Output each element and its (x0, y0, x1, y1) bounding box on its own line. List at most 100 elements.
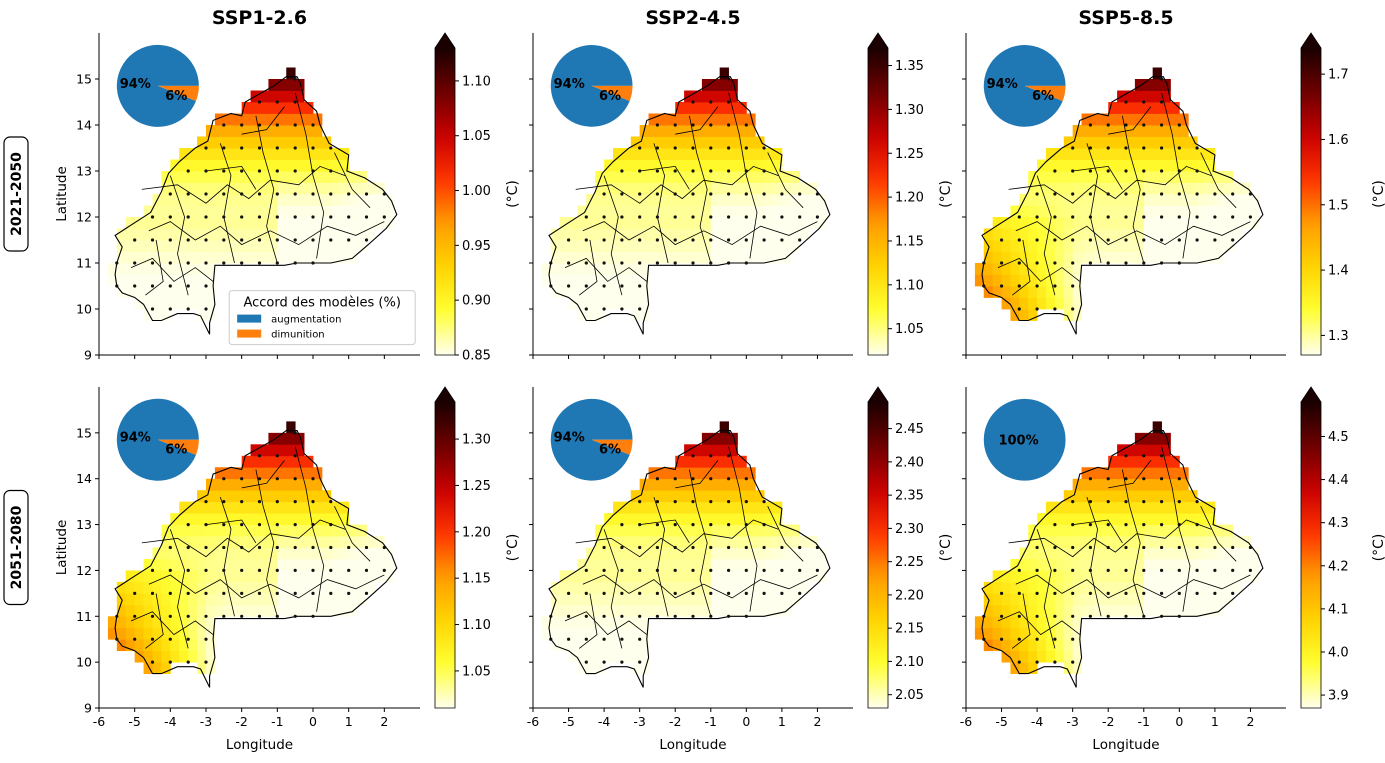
stipple-dot (1053, 614, 1057, 618)
pie-slice-augmentation (983, 398, 1066, 481)
grid-cell (1054, 593, 1065, 606)
grid-cell (1046, 286, 1056, 298)
grid-cell (568, 570, 578, 583)
grid-cell (206, 182, 216, 195)
grid-cell (808, 536, 818, 548)
grid-cell (241, 194, 251, 206)
grid-cell (1046, 205, 1056, 218)
stipple-dot (602, 568, 606, 573)
grid-cell (143, 240, 153, 252)
grid-cell (268, 478, 278, 491)
stipple-dot (329, 238, 333, 242)
stipple-dot (168, 614, 172, 618)
grid-cell (764, 217, 774, 229)
grid-cell (604, 228, 614, 241)
grid-cell (764, 593, 774, 606)
grid-cell (1232, 547, 1242, 560)
grid-cell (1152, 421, 1162, 434)
region-border (767, 152, 804, 209)
grid-cell (1019, 604, 1029, 617)
stipple-dot (1160, 146, 1164, 150)
region-border (219, 496, 235, 617)
grid-cell (755, 501, 765, 514)
grid-cell (197, 524, 207, 537)
grid-cell (648, 194, 658, 206)
grid-cell (1126, 217, 1136, 229)
stipple-dot (275, 146, 279, 150)
grid-cell (1072, 228, 1082, 241)
grid-cell (304, 159, 314, 172)
grid-cell (728, 251, 738, 264)
grid-cell (1143, 501, 1154, 514)
stipple-dot (150, 284, 155, 288)
grid-cell (313, 136, 323, 149)
grid-cell (710, 217, 721, 229)
grid-cell (701, 90, 712, 103)
grid-cell (1214, 547, 1225, 560)
grid-cell (1046, 570, 1056, 583)
grid-cell (1143, 604, 1154, 617)
grid-cell (639, 217, 649, 229)
grid-cell (206, 662, 216, 674)
grid-cell (188, 240, 198, 252)
grid-cell (755, 604, 765, 617)
grid-cell (1054, 205, 1065, 218)
stipple-dot (620, 614, 624, 618)
grid-cell (161, 604, 171, 617)
stipple-dot (204, 284, 208, 288)
grid-cell (1197, 159, 1207, 172)
grid-cell (161, 524, 171, 537)
pie-slice-augmentation (983, 45, 1066, 127)
stipple-dot (1177, 591, 1181, 596)
grid-cell (675, 513, 685, 525)
grid-cell (170, 171, 180, 183)
x-tick-label: 0 (309, 714, 317, 729)
grid-cell (728, 228, 738, 241)
stipple-dot (1195, 545, 1199, 550)
grid-cell (781, 536, 792, 548)
temperature-grid (541, 421, 827, 674)
grid-cell (1063, 205, 1074, 218)
grid-cell (1117, 558, 1127, 571)
grid-cell (639, 581, 649, 594)
stipple-dot (1231, 192, 1235, 196)
grid-cell (1170, 604, 1180, 617)
stipple-dot (620, 660, 624, 664)
grid-cell (286, 581, 296, 594)
grid-cell (1099, 113, 1109, 126)
grid-cell (348, 217, 358, 229)
grid-cell (1214, 171, 1225, 183)
stipple-dot (1160, 500, 1164, 504)
grid-cell (621, 604, 632, 617)
stipple-dot (709, 477, 713, 481)
colorbar-tick-label: 1.30 (895, 103, 924, 118)
stipple-dot (762, 238, 766, 242)
grid-cell (666, 581, 676, 594)
grid-cell (728, 490, 738, 503)
grid-cell (232, 467, 243, 480)
grid-cell (639, 627, 649, 640)
grid-cell (1063, 159, 1074, 172)
grid-cell (1037, 228, 1047, 241)
x-tick-label: 2 (1246, 714, 1254, 729)
grid-cell (1197, 251, 1207, 264)
colorbar: 1.051.101.151.201.251.30(°C) (434, 386, 521, 709)
stipple-dot (727, 238, 731, 242)
stipple-dot (222, 215, 226, 219)
stipple-dot (1071, 660, 1075, 664)
grid-cell (366, 228, 376, 241)
grid-cell (295, 205, 305, 218)
grid-cell (268, 182, 278, 195)
grid-cell (773, 171, 783, 183)
grid-cell (259, 604, 269, 617)
grid-cell (666, 251, 676, 264)
grid-cell (313, 171, 323, 183)
grid-cell (577, 604, 587, 617)
grid-cell (1117, 102, 1127, 114)
grid-cell (577, 274, 587, 287)
grid-cell (1046, 501, 1056, 514)
grid-cell (1108, 478, 1118, 491)
grid-cell (1134, 455, 1145, 468)
grid-cell (737, 136, 747, 149)
stipple-dot (1231, 215, 1235, 219)
